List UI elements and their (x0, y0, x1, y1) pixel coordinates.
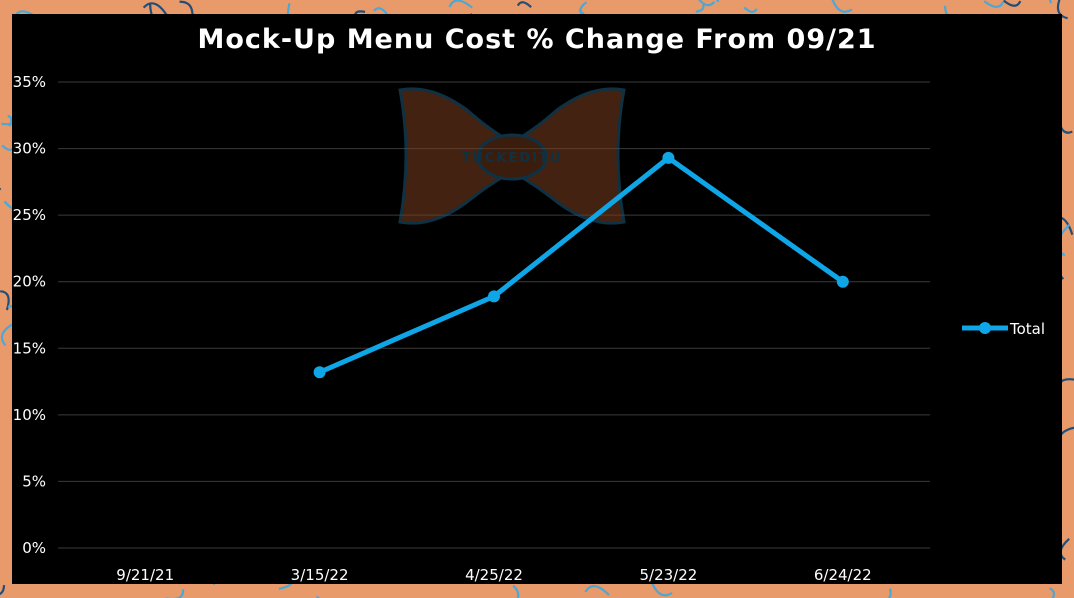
chart-title: Mock-Up Menu Cost % Change From 09/21 (197, 24, 876, 55)
x-axis-ticks: 9/21/21 3/15/22 4/25/22 5/23/22 6/24/22 (116, 566, 871, 584)
x-tick-label: 9/21/21 (116, 566, 174, 584)
y-tick-label: 20% (13, 273, 46, 291)
border-pattern-stroke (165, 589, 185, 598)
border-pattern-stroke (579, 1, 588, 16)
watermark-logo: TUCKEDITU (398, 87, 626, 225)
y-axis-ticks: 0% 5% 10% 15% 20% 25% 30% 35% (13, 73, 46, 557)
border-pattern-stroke (0, 585, 6, 596)
border-pattern-stroke (695, 4, 705, 13)
legend-marker (979, 322, 991, 334)
border-pattern-stroke (316, 596, 321, 598)
border-pattern-stroke (0, 187, 2, 191)
series-total (313, 151, 849, 379)
legend: Total (962, 320, 1045, 338)
chart-panel: TUCKEDITU Mock-Up Menu Cost % Change Fro… (12, 14, 1062, 584)
y-tick-label: 25% (13, 206, 46, 224)
border-pattern-stroke (743, 6, 758, 13)
border-pattern-stroke (516, 1, 532, 9)
y-tick-label: 30% (13, 140, 46, 158)
border-pattern-stroke (512, 584, 520, 598)
legend-label-total: Total (1009, 320, 1045, 338)
x-tick-label: 6/24/22 (814, 566, 872, 584)
border-pattern-stroke (0, 290, 10, 311)
border-pattern-stroke (584, 585, 610, 596)
bow-tie-knot-icon (476, 133, 548, 181)
y-tick-label: 5% (22, 472, 46, 490)
border-pattern-stroke (831, 0, 853, 13)
data-point (662, 151, 675, 164)
watermark-text: TUCKEDITU (462, 151, 563, 166)
x-tick-label: 5/23/22 (639, 566, 697, 584)
border-pattern-stroke (1048, 587, 1056, 598)
border-pattern-stroke (887, 588, 892, 598)
border-pattern-stroke (716, 0, 720, 3)
y-tick-label: 10% (13, 406, 46, 424)
border-pattern-stroke (1056, 0, 1068, 20)
series-line-total (318, 155, 845, 375)
border-pattern-stroke (448, 0, 473, 9)
border-pattern-stroke (1002, 0, 1022, 7)
x-tick-label: 3/15/22 (291, 566, 349, 584)
border-pattern-stroke (1048, 0, 1053, 4)
y-tick-label: 0% (22, 539, 46, 557)
y-tick-label: 15% (13, 339, 46, 357)
data-point (488, 290, 500, 303)
data-point (836, 275, 849, 288)
x-tick-label: 4/25/22 (465, 566, 523, 584)
border-pattern-stroke (698, 0, 716, 7)
border-pattern-stroke (142, 2, 170, 18)
border-pattern-stroke (983, 0, 1005, 8)
line-chart: TUCKEDITU Mock-Up Menu Cost % Change Fro… (13, 24, 1045, 584)
y-tick-label: 35% (13, 73, 46, 91)
data-point (313, 366, 326, 379)
